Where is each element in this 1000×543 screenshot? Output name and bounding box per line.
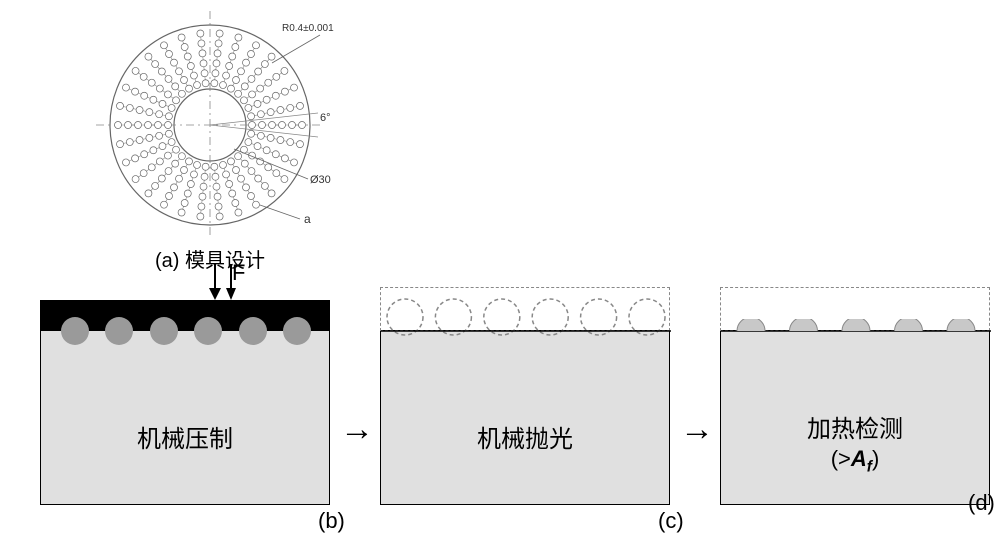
svg-text:a: a — [304, 212, 311, 226]
surface-bumps — [721, 319, 991, 343]
sublabel-prefix: (> — [831, 446, 851, 471]
panel-c: 机械抛光 — [380, 330, 670, 505]
svg-text:6°: 6° — [320, 112, 331, 124]
panel-a-container: R0.4±0.0016°Ø30a (a) 模具设计 — [80, 10, 340, 273]
ball — [105, 317, 133, 345]
ball — [239, 317, 267, 345]
force-label: F — [232, 260, 245, 286]
panel-d-sublabel: (>Af) — [721, 446, 989, 476]
ball — [283, 317, 311, 345]
ball — [194, 317, 222, 345]
ball — [61, 317, 89, 345]
svg-text:Ø30: Ø30 — [310, 174, 331, 186]
panel-c-tag: (c) — [658, 508, 684, 534]
svg-text:R0.4±0.001: R0.4±0.001 — [282, 23, 334, 34]
sublabel-var: A — [851, 446, 867, 471]
connector-c-d: → — [680, 410, 714, 449]
panel-b-tag: (b) — [318, 508, 345, 534]
panel-b: 机械压制 — [40, 330, 330, 505]
panel-d-tag: (d) — [968, 490, 995, 516]
connector-b-c: → — [340, 410, 374, 449]
removed-circles — [381, 287, 671, 347]
panel-b-label: 机械压制 — [41, 419, 329, 454]
panel-c-label: 机械抛光 — [381, 419, 669, 454]
mold-top-view: R0.4±0.001 6° Ø30 a — [80, 10, 340, 240]
ball — [150, 317, 178, 345]
panel-d-label: 加热检测 — [721, 409, 989, 444]
panel-d: 加热检测 (>Af) — [720, 330, 990, 505]
sublabel-suffix: ) — [872, 446, 879, 471]
